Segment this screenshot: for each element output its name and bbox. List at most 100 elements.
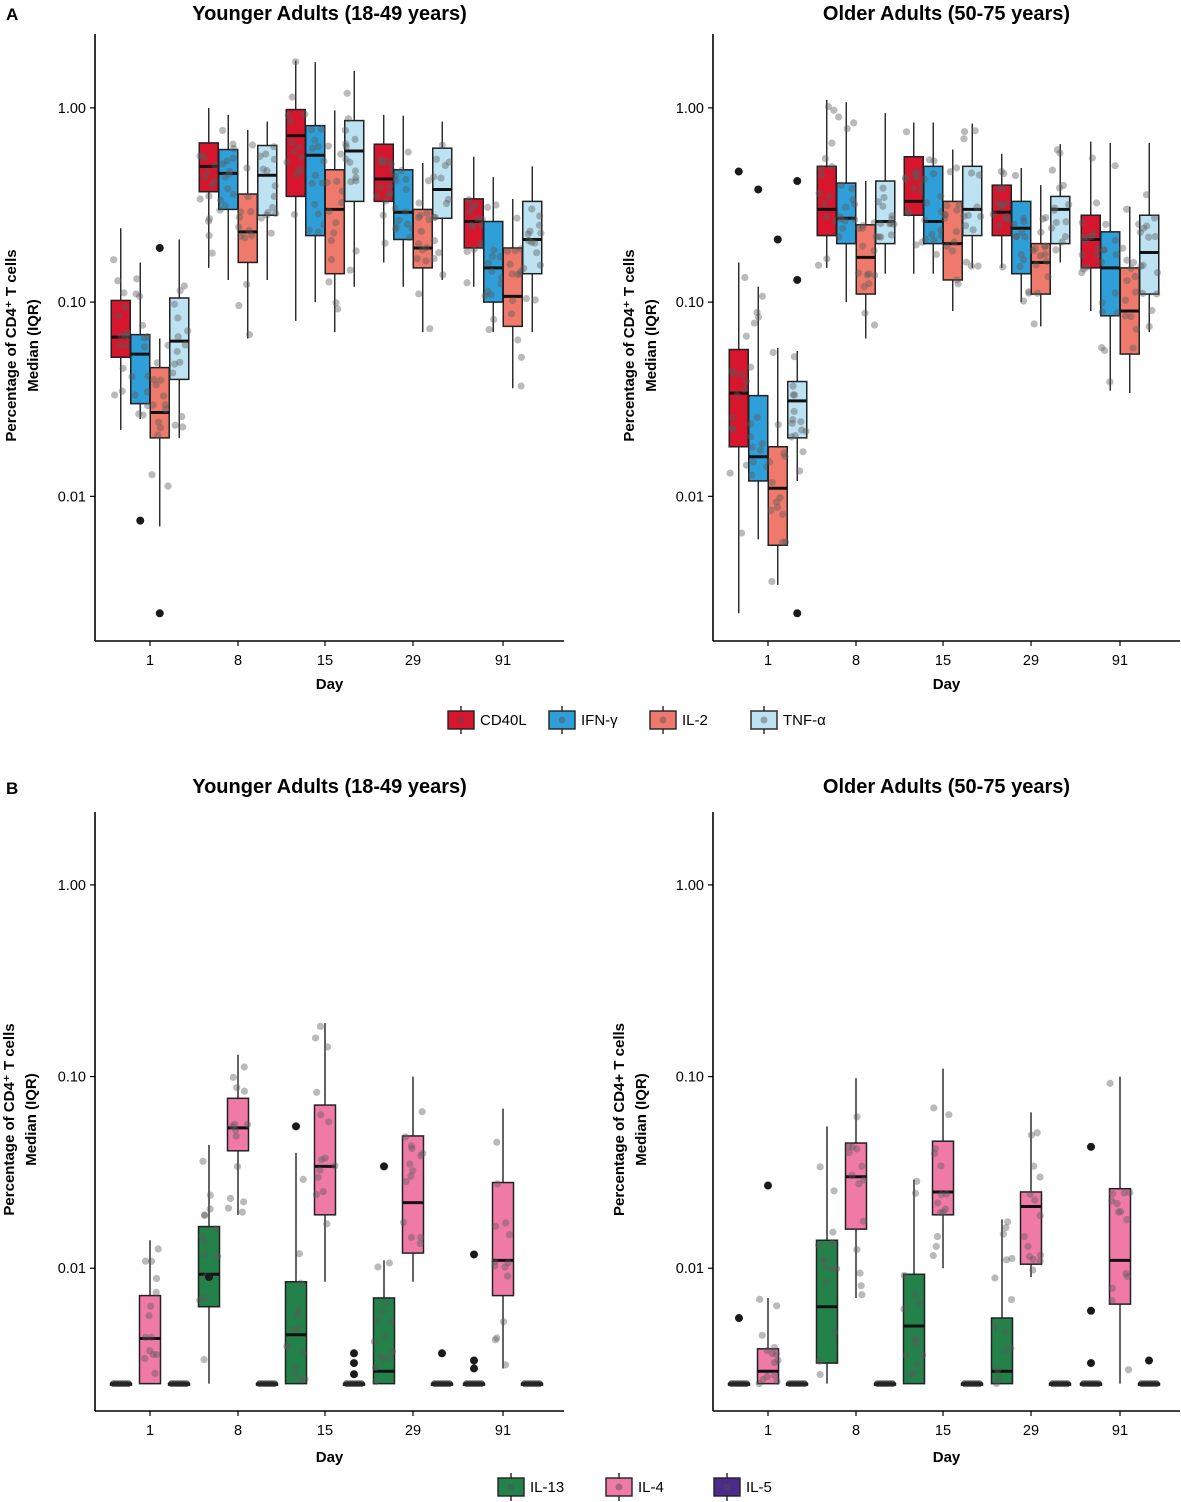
box-il-5-day-15 [960, 1380, 984, 1388]
sample-point [317, 1156, 326, 1164]
legend-panel-b: IL-13 IL-4 IL-5 [497, 1473, 772, 1501]
sample-point [218, 126, 227, 135]
sample-point [284, 1343, 292, 1351]
sample-point [243, 1120, 252, 1129]
sample-point [496, 253, 504, 261]
sample-point [382, 197, 390, 205]
box-il-4-day-29 [399, 1076, 427, 1282]
sample-point [444, 195, 453, 204]
sample-point [243, 164, 251, 172]
sample-point [487, 291, 495, 299]
sample-point [1036, 1251, 1045, 1259]
legend-label: CD40L [480, 712, 527, 729]
sample-point [948, 247, 957, 255]
box-il-2-day-1 [148, 243, 172, 618]
x-axis-label: Day [316, 1449, 344, 1466]
sample-point [890, 220, 898, 228]
sample-point [1052, 246, 1060, 254]
sample-point [430, 236, 439, 245]
sample-point [1050, 206, 1058, 214]
box-il-5-day-15 [342, 1349, 366, 1388]
x-tick-label: 1 [764, 653, 772, 669]
outlier-point [1087, 1359, 1095, 1368]
box-iqr [344, 119, 365, 203]
sample-point [925, 156, 934, 164]
sample-point [1127, 264, 1135, 272]
sample-point [991, 1274, 999, 1282]
sample-point [488, 252, 496, 260]
sample-point [417, 1233, 425, 1241]
sample-point [837, 181, 846, 189]
box-iqr [756, 1348, 780, 1385]
sample-point [946, 168, 954, 176]
sample-point [377, 158, 385, 166]
sample-point [506, 260, 514, 268]
sample-point [748, 443, 756, 451]
y-axis-label-line1: Percentage of CD4⁺ T cells [621, 249, 638, 441]
box-iqr [1030, 242, 1051, 295]
sample-point [290, 210, 299, 219]
sample-point [997, 167, 1006, 176]
sample-point [471, 201, 479, 209]
sample-point [1127, 312, 1135, 321]
box-tnf-day-91 [520, 166, 545, 333]
series-il-4 [138, 1022, 515, 1385]
box-il-2-day-8 [854, 181, 879, 339]
sample-point [531, 296, 539, 304]
sample-point [754, 313, 763, 321]
sample-point [728, 424, 736, 432]
sample-point [525, 236, 533, 245]
sample-point [912, 1340, 920, 1349]
sample-point [877, 233, 885, 241]
sample-point [324, 142, 333, 150]
sample-point [484, 203, 492, 211]
sample-point [415, 240, 423, 248]
sample-point [770, 1371, 779, 1379]
series-il-2 [148, 110, 526, 618]
sample-point [392, 223, 400, 231]
sample-point [503, 1272, 512, 1280]
sample-point [778, 538, 787, 546]
sample-point [955, 200, 963, 208]
box-iqr [284, 1281, 308, 1385]
legend-panel-a: CD40L IFN-γ IL-2 TNF-α [447, 706, 826, 734]
legend-key-box [548, 710, 576, 730]
sample-point [769, 348, 777, 356]
sample-point [233, 1084, 241, 1092]
sample-point [1108, 1284, 1116, 1292]
sample-point [463, 279, 471, 287]
sample-point [921, 216, 929, 224]
sample-point [923, 199, 931, 207]
sample-point [1039, 215, 1047, 223]
sample-point [833, 1265, 841, 1273]
box-iqr [942, 200, 963, 281]
box-il-13-day-29 [370, 1162, 396, 1386]
sample-point [791, 431, 799, 440]
sample-point [201, 1293, 209, 1302]
outlier-point [470, 1250, 478, 1259]
outlier-point [155, 243, 164, 252]
sample-point [317, 125, 325, 133]
sample-point [961, 222, 970, 230]
sample-point [337, 150, 345, 158]
sample-point [954, 280, 962, 288]
sample-point [404, 148, 412, 156]
box-il-13-day-15 [283, 1122, 309, 1385]
x-tick-label: 8 [234, 653, 242, 669]
sample-point [749, 458, 758, 466]
box-il-4-day-15 [311, 1022, 339, 1282]
sample-point [1059, 181, 1067, 190]
outlier-point [793, 609, 802, 618]
sample-point [119, 364, 127, 372]
box-cd40l-day-1 [110, 228, 132, 430]
sample-point [921, 235, 930, 243]
sample-point [941, 210, 949, 218]
sample-point [887, 219, 895, 227]
sample-point [920, 175, 928, 183]
sample-point [859, 1217, 867, 1225]
sample-point [1029, 1266, 1037, 1274]
sample-point [1010, 220, 1018, 228]
sample-point [297, 1279, 305, 1287]
sample-point [262, 150, 270, 158]
sample-point [463, 247, 471, 256]
